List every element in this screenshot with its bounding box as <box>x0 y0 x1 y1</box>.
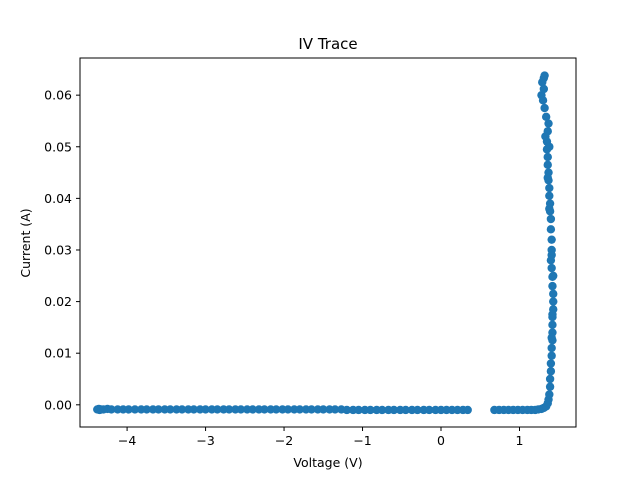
data-point <box>548 310 557 319</box>
data-point <box>543 173 552 182</box>
data-point <box>545 142 554 151</box>
x-tick-label: 1 <box>516 433 524 448</box>
data-point <box>283 405 293 414</box>
data-point <box>260 405 269 414</box>
data-point <box>546 214 556 224</box>
x-axis-ticks: −4 −3 −2 −1 0 1 <box>118 427 524 448</box>
data-point <box>545 382 555 391</box>
data-point <box>177 405 187 414</box>
data-point <box>549 297 558 306</box>
y-tick-label: 0.06 <box>44 88 72 103</box>
data-point <box>377 405 387 415</box>
data-point <box>545 390 554 399</box>
data-point <box>541 112 551 122</box>
data-point <box>549 289 558 299</box>
data-point <box>189 405 198 414</box>
data-point <box>413 405 422 415</box>
data-point <box>342 405 352 415</box>
y-tick-label: 0.00 <box>44 397 72 412</box>
data-point <box>154 405 163 414</box>
data-point <box>546 367 556 376</box>
data-point <box>425 405 434 415</box>
data-point <box>295 405 304 414</box>
data-point <box>330 405 340 414</box>
data-point <box>130 405 140 414</box>
data-point <box>548 320 557 330</box>
scatter-points <box>93 71 558 415</box>
y-tick-label: 0.01 <box>44 346 72 361</box>
data-point <box>319 405 328 414</box>
data-point <box>545 204 554 213</box>
chart-title: IV Trace <box>298 35 357 53</box>
data-point <box>224 405 234 414</box>
data-point <box>142 405 151 414</box>
data-point <box>107 405 116 414</box>
data-point <box>366 405 375 415</box>
x-tick-label: 0 <box>437 433 445 448</box>
data-point <box>547 263 556 273</box>
data-point <box>236 405 246 414</box>
y-tick-label: 0.05 <box>44 139 72 154</box>
data-point <box>124 405 133 414</box>
data-point <box>544 119 553 128</box>
y-tick-label: 0.03 <box>44 242 72 257</box>
y-tick-label: 0.02 <box>44 294 72 309</box>
data-point <box>401 405 410 415</box>
data-point <box>546 225 556 234</box>
data-point <box>545 374 555 384</box>
data-point <box>547 351 556 360</box>
x-tick-label: −2 <box>275 433 293 448</box>
data-point <box>389 405 399 415</box>
x-tick-label: −1 <box>353 433 371 448</box>
data-point <box>213 405 222 414</box>
data-point <box>543 152 552 162</box>
data-point <box>201 405 210 414</box>
y-axis-label: Current (A) <box>18 208 33 277</box>
data-point <box>541 132 550 141</box>
data-point <box>539 84 549 94</box>
data-point <box>545 191 554 200</box>
data-point <box>548 281 557 291</box>
data-point <box>547 343 556 353</box>
data-point <box>543 160 552 170</box>
data-point <box>166 405 175 414</box>
y-tick-label: 0.04 <box>44 191 72 206</box>
data-point <box>545 183 554 193</box>
data-point <box>546 359 556 368</box>
data-point <box>463 405 472 415</box>
x-tick-label: −4 <box>118 433 136 448</box>
data-point <box>547 235 556 244</box>
x-axis-label: Voltage (V) <box>293 455 362 470</box>
data-point <box>547 333 556 342</box>
data-point <box>547 250 556 260</box>
data-point <box>354 405 363 415</box>
data-point <box>540 71 549 80</box>
plot-frame <box>79 57 577 428</box>
data-point <box>272 405 281 414</box>
x-tick-label: −3 <box>196 433 214 448</box>
data-point <box>248 405 257 414</box>
data-point <box>549 271 558 280</box>
data-point <box>540 103 549 113</box>
y-axis-ticks: 0.00 0.01 0.02 0.03 0.04 0.05 0.06 <box>44 88 80 412</box>
data-point <box>307 405 316 414</box>
